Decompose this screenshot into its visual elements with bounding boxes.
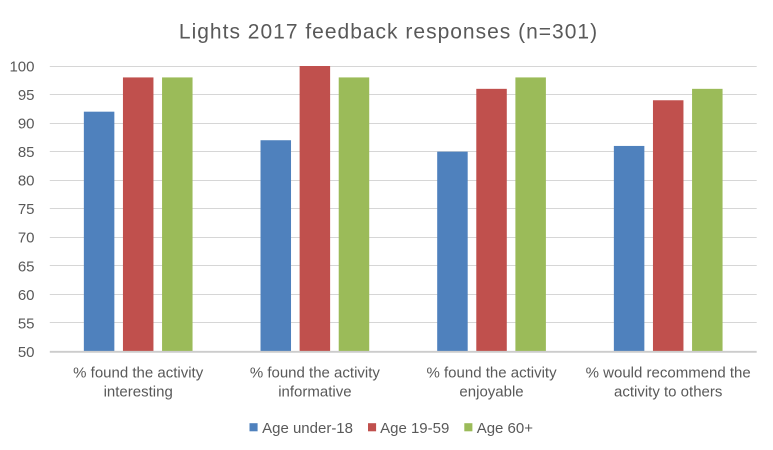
svg-text:95: 95 [18, 87, 35, 104]
svg-text:% found the activity: % found the activity [250, 365, 381, 382]
svg-text:interesting: interesting [104, 383, 173, 400]
svg-text:% found the activity: % found the activity [73, 365, 204, 382]
svg-text:75: 75 [18, 201, 35, 218]
svg-text:70: 70 [18, 230, 35, 247]
svg-text:65: 65 [18, 258, 35, 275]
svg-text:Age under-18: Age under-18 [262, 420, 353, 437]
svg-text:Lights 2017 feedback responses: Lights 2017 feedback responses (n=301) [179, 21, 598, 44]
svg-text:60: 60 [18, 287, 35, 304]
svg-text:% found the activity: % found the activity [427, 365, 558, 382]
svg-text:90: 90 [18, 116, 35, 133]
svg-text:% would recommend the: % would recommend the [586, 365, 751, 382]
svg-text:informative: informative [278, 383, 351, 400]
svg-text:80: 80 [18, 173, 35, 190]
svg-text:85: 85 [18, 144, 35, 161]
svg-text:55: 55 [18, 315, 35, 332]
svg-text:100: 100 [9, 58, 34, 75]
svg-text:Age 19-59: Age 19-59 [380, 420, 449, 437]
svg-text:activity to others: activity to others [614, 383, 722, 400]
svg-text:Age 60+: Age 60+ [477, 420, 534, 437]
svg-text:enjoyable: enjoyable [459, 383, 523, 400]
svg-text:50: 50 [18, 344, 35, 361]
